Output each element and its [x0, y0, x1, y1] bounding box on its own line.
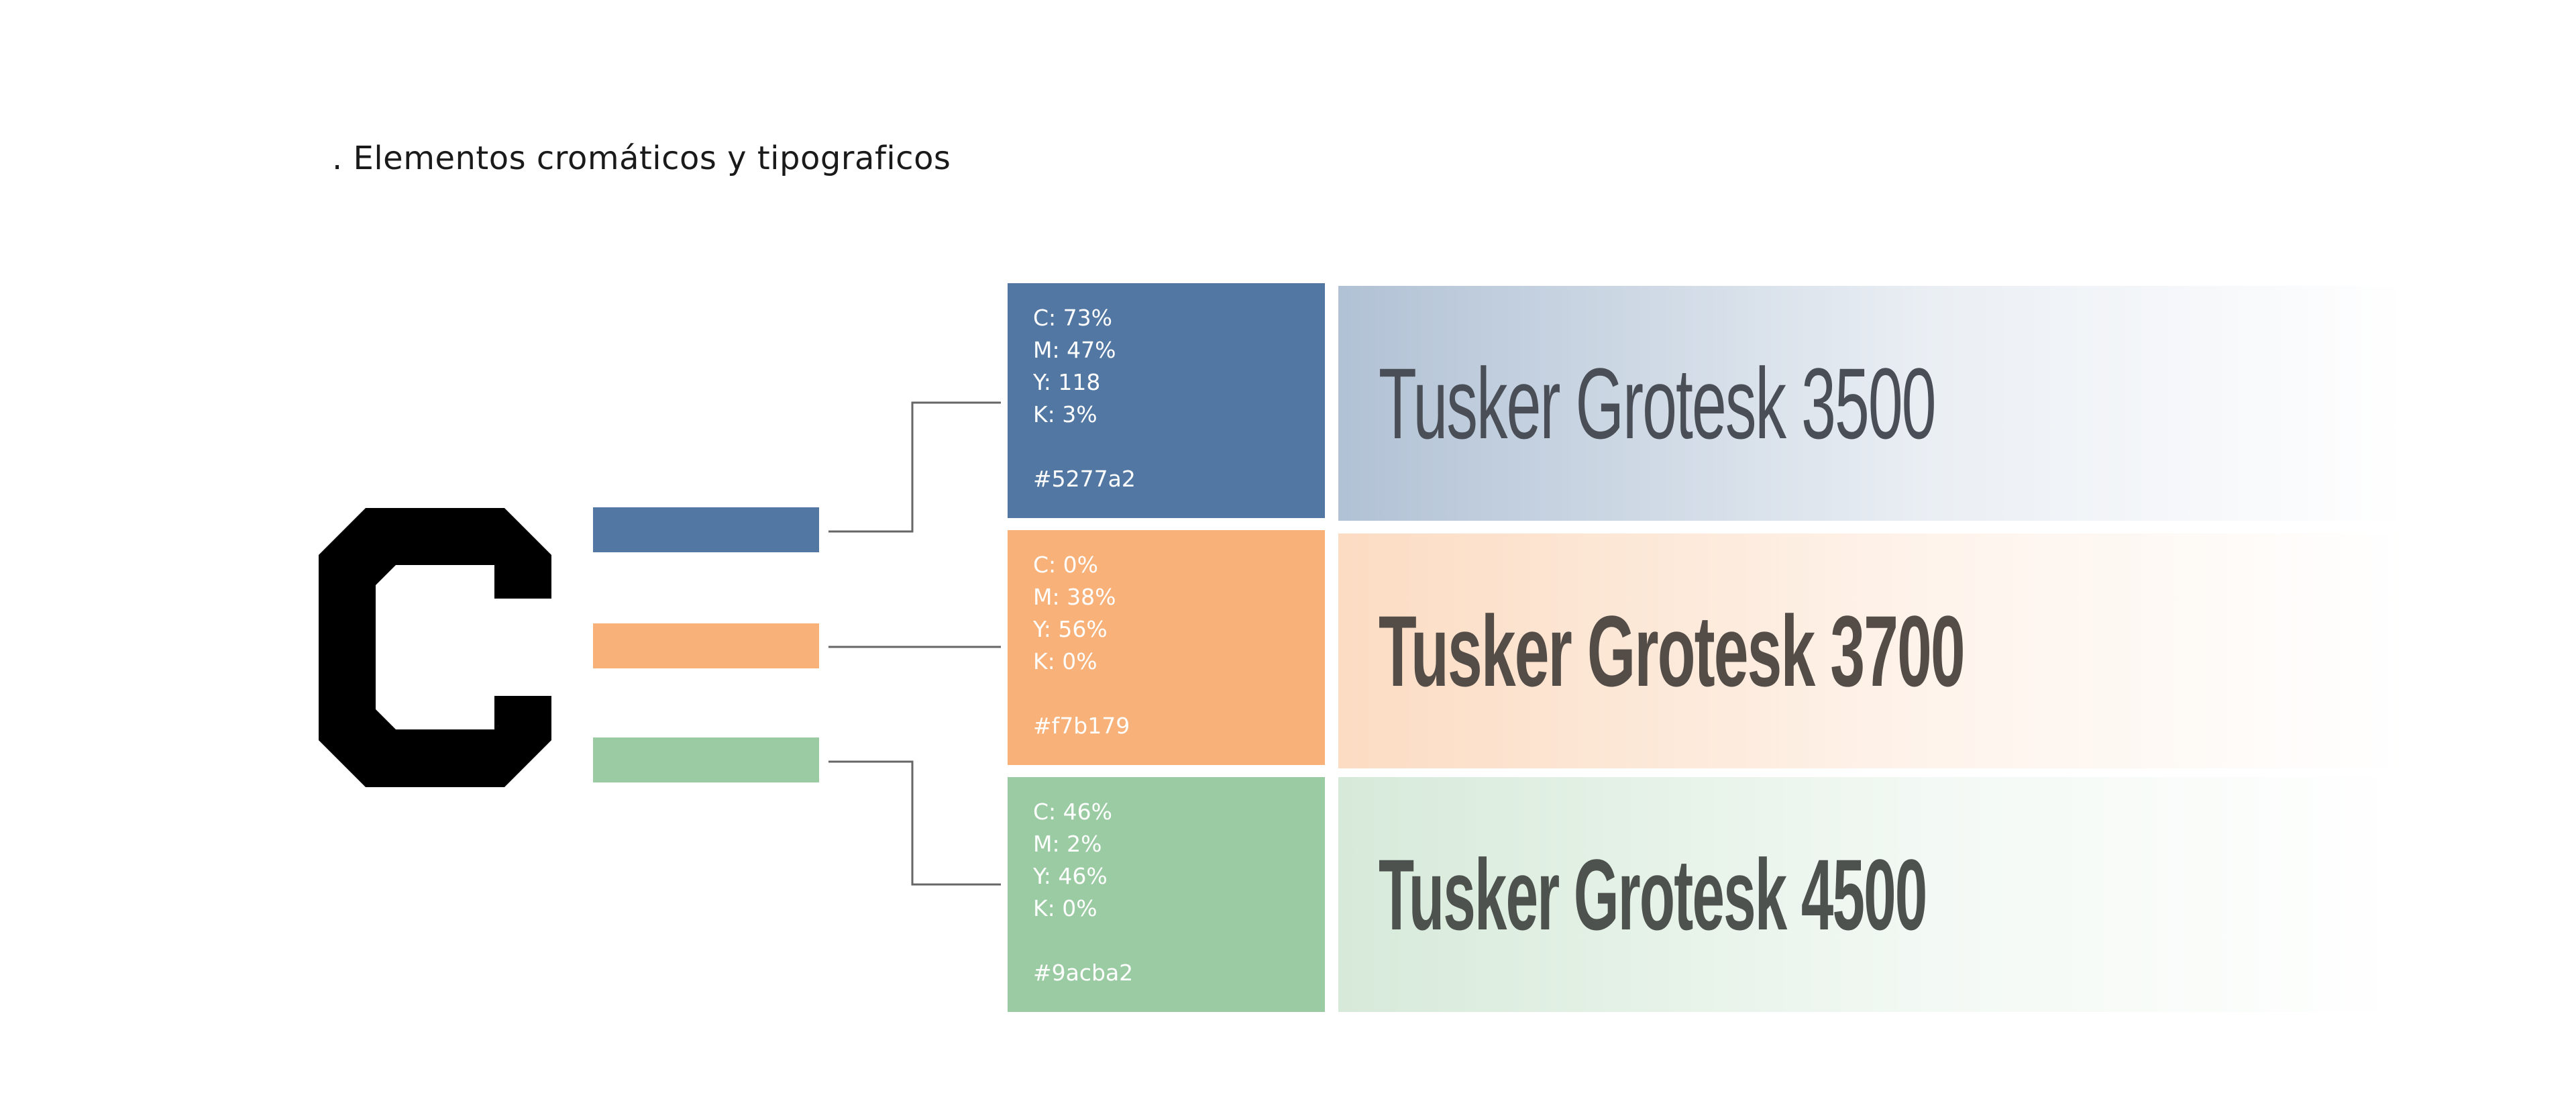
font-sample-panel-3500: Tusker Grotesk 3500 [1338, 286, 2408, 521]
color-swatch-orange: C: 0% M: 38% Y: 56% K: 0% #f7b179 [1008, 530, 1325, 765]
orange-color-bar [593, 623, 819, 668]
letter-c-logo-icon [319, 508, 551, 787]
cmyk-c-value: C: 0% [1033, 552, 1099, 578]
blue-color-bar [593, 507, 819, 552]
hex-value: #f7b179 [1033, 713, 1130, 739]
cmyk-m-value: M: 2% [1033, 831, 1102, 857]
cmyk-y-value: Y: 46% [1033, 863, 1108, 889]
cmyk-m-value: M: 47% [1033, 337, 1116, 363]
font-sample-3700: Tusker Grotesk 3700 [1379, 595, 1966, 707]
green-color-bar [593, 737, 819, 782]
cmyk-c-value: C: 46% [1033, 799, 1112, 825]
hex-value: #5277a2 [1033, 466, 1136, 492]
hex-value: #9acba2 [1033, 960, 1134, 986]
cmyk-k-value: K: 3% [1033, 401, 1097, 427]
cmyk-y-value: Y: 56% [1033, 616, 1108, 642]
cmyk-k-value: K: 0% [1033, 648, 1097, 674]
cmyk-m-value: M: 38% [1033, 584, 1116, 610]
font-sample-panel-4500: Tusker Grotesk 4500 [1338, 777, 2408, 1012]
cmyk-y-value: Y: 118 [1033, 369, 1101, 395]
font-sample-3500: Tusker Grotesk 3500 [1379, 347, 1936, 460]
cmyk-c-value: C: 73% [1033, 305, 1112, 331]
font-sample-panel-3700: Tusker Grotesk 3700 [1338, 533, 2408, 768]
color-swatch-blue: C: 73% M: 47% Y: 118 K: 3% #5277a2 [1008, 283, 1325, 518]
font-sample-4500: Tusker Grotesk 4500 [1379, 838, 1927, 951]
cmyk-k-value: K: 0% [1033, 895, 1097, 921]
connector-line-green [828, 760, 1001, 886]
page-title: . Elementos cromáticos y tipograficos [332, 140, 951, 177]
connector-line-blue [828, 401, 1001, 533]
color-swatch-green: C: 46% M: 2% Y: 46% K: 0% #9acba2 [1008, 777, 1325, 1012]
